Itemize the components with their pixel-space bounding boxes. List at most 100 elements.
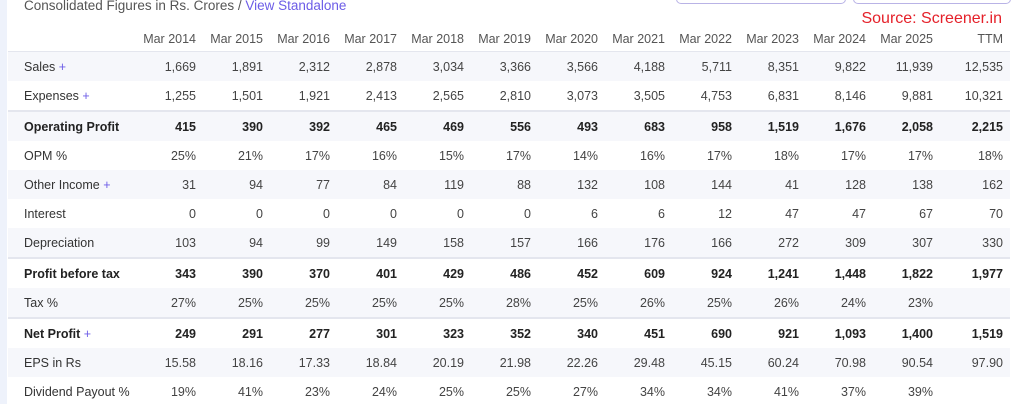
row-label-text: Interest (24, 206, 66, 221)
column-header: Mar 2020 (538, 26, 605, 52)
table-cell: 45.15 (672, 348, 739, 377)
table-cell: 16% (639, 148, 665, 163)
column-header: TTM (940, 26, 1010, 52)
table-cell: 22.26 (538, 348, 605, 377)
table-row[interactable]: Expenses +1,255 1,501 1,921 2,413 2,565 2,810… (8, 81, 1010, 111)
table-cell: 2,058 (873, 110, 940, 141)
table-cell: 3,073 (566, 88, 598, 103)
table-cell: 14% (572, 148, 598, 163)
table-cell: 26% (739, 288, 806, 318)
table-cell: 47 (852, 206, 866, 221)
row-label: Tax % (8, 288, 136, 318)
column-header: Mar 2019 (471, 26, 538, 52)
toolbar-button[interactable] (676, 0, 846, 4)
table-cell: 88 (471, 170, 538, 199)
table-cell: 17.33 (270, 348, 337, 377)
table-cell: 1,448 (806, 257, 873, 288)
view-standalone-link[interactable]: View Standalone (245, 0, 347, 13)
table-cell: 0 (323, 206, 330, 221)
table-cell: 486 (471, 257, 538, 288)
table-cell: 451 (605, 317, 672, 348)
table-cell: 24% (806, 288, 873, 318)
row-label[interactable]: Other Income + (8, 170, 136, 199)
table-cell: 34% (706, 384, 732, 399)
expand-plus-icon[interactable]: + (80, 326, 92, 341)
table-cell: 12 (718, 206, 732, 221)
table-cell: 19% (170, 384, 196, 399)
table-cell: 23% (873, 288, 940, 318)
table-cell: 6 (591, 206, 598, 221)
table-cell: 390 (203, 257, 270, 288)
table-cell: 25% (170, 148, 196, 163)
expand-plus-icon[interactable]: + (55, 59, 67, 74)
table-cell: 70 (989, 206, 1003, 221)
row-label-text: Dividend Payout % (24, 384, 130, 399)
table-cell: 94 (203, 170, 270, 199)
table-cell: 41 (739, 170, 806, 199)
profit-loss-table: Mar 2014 Mar 2015 Mar 2016 Mar 2017 Mar 2018… (8, 26, 1010, 406)
row-label[interactable]: Expenses + (8, 81, 136, 111)
row-label: Depreciation (8, 228, 136, 258)
table-row[interactable]: Other Income +31 94 77 84 119 88 132 108 144 41 12… (8, 170, 1010, 199)
table-cell: 25% (672, 288, 739, 318)
table-cell: 1,921 (298, 88, 330, 103)
table-cell: 29.48 (605, 348, 672, 377)
table-cell: 401 (337, 257, 404, 288)
table-cell: 15% (438, 148, 464, 163)
table-cell: 17% (907, 148, 933, 163)
expand-plus-icon[interactable]: + (78, 88, 90, 103)
row-label-text: EPS in Rs (24, 355, 81, 370)
table-cell: 1,669 (136, 51, 203, 81)
table-cell: 1,891 (203, 51, 270, 81)
toolbar-button[interactable] (853, 0, 1011, 4)
table-row[interactable]: Net Profit +249 291 277 301 323 352 340 451 690 9… (8, 317, 1010, 348)
table-cell: 5,711 (672, 51, 739, 81)
row-label-text: Net Profit (24, 326, 81, 341)
table-cell: 8,351 (739, 51, 806, 81)
row-label[interactable]: Net Profit + (8, 317, 136, 348)
table-cell: 3,566 (538, 51, 605, 81)
table-cell: 958 (672, 110, 739, 141)
table-cell: 103 (136, 228, 203, 258)
table-cell: 18.16 (203, 348, 270, 377)
row-label[interactable]: Sales + (8, 51, 136, 81)
table-cell: 392 (270, 110, 337, 141)
table-cell: 99 (270, 228, 337, 258)
table-cell: 176 (605, 228, 672, 258)
table-cell: 10,321 (964, 88, 1003, 103)
table-cell: 149 (337, 228, 404, 258)
table-cell: 17% (706, 148, 732, 163)
table-cell: 556 (471, 110, 538, 141)
table-cell: 1,977 (940, 257, 1010, 288)
table-cell: 1,093 (806, 317, 873, 348)
table-cell: 3,366 (471, 51, 538, 81)
table-cell: 6,831 (767, 88, 799, 103)
table-cell: 272 (739, 228, 806, 258)
row-label: Dividend Payout % (8, 377, 136, 406)
table-cell: 17% (505, 148, 531, 163)
table-cell: 2,312 (270, 51, 337, 81)
table-cell: 128 (806, 170, 873, 199)
table-cell: 340 (538, 317, 605, 348)
table-cell: 17% (304, 148, 330, 163)
table-cell: 921 (739, 317, 806, 348)
table-cell: 26% (605, 288, 672, 318)
table-cell: 0 (189, 206, 196, 221)
table-cell: 8,146 (834, 88, 866, 103)
table-cell: 390 (203, 110, 270, 141)
row-label-text: Profit before tax (24, 266, 120, 281)
table-row: Profit before tax 343 390 370 401 429 486 452 60… (8, 257, 1010, 288)
table-cell: 25% (203, 288, 270, 318)
table-cell: 60.24 (739, 348, 806, 377)
table-cell: 70.98 (806, 348, 873, 377)
row-label: Operating Profit (8, 110, 136, 141)
row-label-text: Tax % (24, 295, 59, 310)
row-label-text: Operating Profit (24, 119, 120, 134)
table-cell: 9,881 (901, 88, 933, 103)
table-cell: 25% (270, 288, 337, 318)
table-row[interactable]: Sales +1,669 1,891 2,312 2,878 3,034 3,366 3,5… (8, 51, 1010, 81)
expand-plus-icon[interactable]: + (99, 177, 111, 192)
table-cell: 9,822 (806, 51, 873, 81)
table-cell: 18% (977, 148, 1003, 163)
table-cell: 90.54 (873, 348, 940, 377)
